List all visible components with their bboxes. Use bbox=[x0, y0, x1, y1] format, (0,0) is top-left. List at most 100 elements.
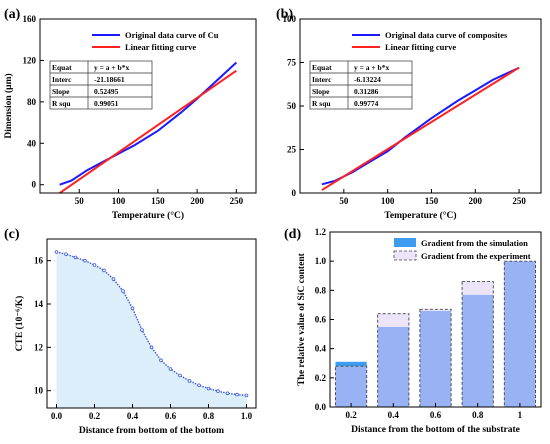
y-tick-label: 0.4 bbox=[315, 344, 327, 354]
cte-point bbox=[168, 367, 173, 371]
x-tick-label: 200 bbox=[190, 196, 204, 206]
legend-label: Linear fitting curve bbox=[385, 42, 456, 52]
cte-point bbox=[206, 386, 211, 391]
fit-table-value: y = a + b*x bbox=[94, 63, 129, 72]
legend-label: Linear fitting curve bbox=[125, 42, 196, 52]
panel-label: (b) bbox=[276, 7, 293, 22]
bar-overlap bbox=[504, 261, 536, 407]
legend-label: Gradient from the simulation bbox=[421, 238, 528, 248]
y-tick-label: 50 bbox=[287, 101, 297, 111]
bar-experiment bbox=[462, 281, 494, 295]
y-axis-title: Dimension (μm) bbox=[3, 73, 14, 138]
x-tick-label: 0.6 bbox=[430, 410, 442, 420]
cte-point bbox=[73, 255, 78, 260]
fit-table-value: y = a + b*x bbox=[354, 63, 389, 72]
x-tick-label: 0.2 bbox=[345, 410, 357, 420]
y-tick-label: 0 bbox=[32, 180, 37, 190]
x-tick-label: 100 bbox=[381, 196, 395, 206]
fit-table-value: -21.18661 bbox=[94, 75, 125, 84]
legend-label: Original data curve of Cu bbox=[125, 30, 219, 40]
panel-a: (a) 50 100 150 200 250 0 40 80 120 160 Temperature … bbox=[3, 7, 257, 221]
legend-label: Original data curve of composites bbox=[385, 30, 508, 40]
y-tick-label: 14 bbox=[34, 299, 44, 309]
y-tick-label: 75 bbox=[287, 58, 297, 68]
x-tick-label: 1.0 bbox=[241, 411, 253, 421]
plot-frame bbox=[46, 238, 257, 409]
fit-line bbox=[59, 69, 237, 194]
cte-curve bbox=[56, 251, 247, 397]
legend-swatch bbox=[394, 238, 416, 247]
cte-point bbox=[54, 250, 59, 254]
y-tick-label: 16 bbox=[34, 256, 44, 266]
cte-point bbox=[197, 383, 201, 388]
bar-overlap bbox=[419, 310, 452, 407]
x-tick-label: 1 bbox=[518, 410, 523, 420]
x-axis-title: Temperature (°C) bbox=[112, 210, 184, 221]
x-tick-label: 0.8 bbox=[203, 411, 215, 421]
fit-table-value: -6.13224 bbox=[354, 75, 381, 84]
bar-experiment bbox=[377, 313, 409, 327]
fit-table-key: Interc bbox=[312, 75, 332, 84]
cte-point bbox=[64, 252, 68, 256]
y-tick-label: 0.2 bbox=[315, 373, 327, 383]
cte-point bbox=[130, 306, 135, 311]
cte-point bbox=[244, 393, 249, 398]
fit-table-key: Equat bbox=[312, 63, 332, 72]
fit-table-value: 0.99774 bbox=[354, 99, 379, 108]
fit-line bbox=[321, 66, 520, 191]
x-tick-label: 0.6 bbox=[165, 411, 177, 421]
fit-table-key: Interc bbox=[52, 75, 72, 84]
cte-point bbox=[216, 389, 220, 393]
y-tick-label: 0.8 bbox=[315, 285, 327, 295]
x-tick-label: 100 bbox=[112, 196, 126, 206]
y-tick-label: 160 bbox=[23, 14, 37, 24]
panel-label: (c) bbox=[4, 227, 20, 242]
cte-point bbox=[159, 358, 163, 363]
x-axis-title: Temperature (°C) bbox=[384, 210, 456, 221]
y-axis-title: CTE (10⁻⁶/K) bbox=[14, 296, 25, 352]
fit-table-value: 0.52495 bbox=[94, 87, 119, 96]
y-tick-label: 0 bbox=[292, 188, 297, 198]
x-tick-label: 150 bbox=[425, 196, 439, 206]
y-tick-label: 100 bbox=[283, 14, 297, 24]
panel-b: (b) 50 100 150 200 250 0 25 50 75 100 Temperature (… bbox=[276, 7, 542, 221]
x-tick-label: 250 bbox=[230, 196, 244, 206]
cte-point bbox=[235, 392, 239, 397]
y-tick-label: 12 bbox=[34, 342, 44, 352]
x-tick-label: 250 bbox=[512, 196, 526, 206]
x-tick-label: 150 bbox=[151, 196, 165, 206]
x-tick-label: 0.4 bbox=[388, 410, 400, 420]
legend-swatch bbox=[393, 250, 417, 261]
y-axis-title: The relative value of SiC content bbox=[297, 252, 307, 385]
cte-point bbox=[187, 379, 192, 383]
bar-experiment bbox=[419, 309, 452, 311]
y-tick-label: 10 bbox=[34, 386, 44, 396]
bar-overlap bbox=[335, 366, 367, 407]
cte-point bbox=[225, 391, 230, 396]
y-tick-label: 1.0 bbox=[315, 256, 327, 266]
area-fill bbox=[56, 252, 247, 408]
y-tick-label: 1.2 bbox=[315, 227, 327, 237]
bar-simulation bbox=[335, 361, 367, 367]
panel-label: (d) bbox=[284, 227, 301, 242]
x-axis-title: Distance from the bottom of the substrat… bbox=[351, 425, 520, 435]
y-tick-label: 80 bbox=[27, 97, 37, 107]
panel-label: (a) bbox=[4, 7, 21, 22]
y-tick-label: 40 bbox=[27, 138, 37, 148]
fit-table-key: R squ bbox=[312, 99, 331, 108]
bar-experiment-outline bbox=[419, 308, 452, 408]
x-tick-label: 50 bbox=[339, 196, 349, 206]
y-tick-label: 25 bbox=[287, 145, 297, 155]
fit-table-key: Equat bbox=[52, 63, 72, 72]
x-tick-label: 0.2 bbox=[89, 411, 101, 421]
plot-frame bbox=[39, 18, 257, 194]
x-tick-label: 0.4 bbox=[127, 411, 139, 421]
x-tick-label: 200 bbox=[469, 196, 483, 206]
x-axis-title: Distance from bottom of the bottom bbox=[79, 426, 224, 436]
panel-d: (d) 0.2 0.4 0.6 0.8 1 0.0 0.2 0.4 0.6 0.8 1.0 1.2 Dis… bbox=[284, 227, 542, 435]
x-tick-label: 0.8 bbox=[472, 410, 484, 420]
x-tick-label: 50 bbox=[75, 196, 85, 206]
y-tick-label: 0.0 bbox=[315, 402, 327, 412]
cte-point bbox=[140, 328, 144, 332]
